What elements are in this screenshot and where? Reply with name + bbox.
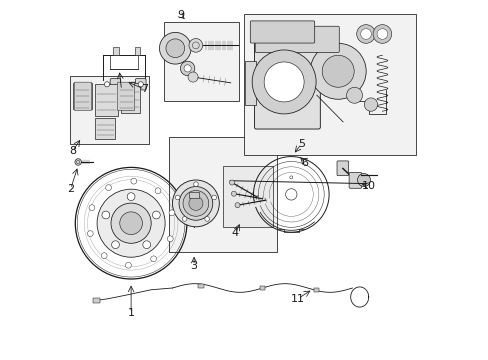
Circle shape <box>376 29 387 39</box>
Circle shape <box>89 205 95 211</box>
Circle shape <box>120 212 142 235</box>
Circle shape <box>252 50 315 114</box>
FancyBboxPatch shape <box>348 172 361 188</box>
Circle shape <box>152 211 160 219</box>
Bar <box>163 22 239 101</box>
Circle shape <box>179 186 212 220</box>
Bar <box>134 46 140 55</box>
Circle shape <box>167 236 173 242</box>
Circle shape <box>172 180 219 227</box>
FancyBboxPatch shape <box>110 78 121 90</box>
Circle shape <box>356 24 375 43</box>
Circle shape <box>142 241 150 249</box>
Text: 4: 4 <box>231 228 239 238</box>
FancyBboxPatch shape <box>255 26 339 53</box>
FancyBboxPatch shape <box>135 78 146 90</box>
Circle shape <box>188 197 203 210</box>
Bar <box>113 46 119 55</box>
Bar <box>73 83 92 109</box>
Circle shape <box>289 176 292 179</box>
Text: 3: 3 <box>190 261 197 271</box>
Circle shape <box>104 82 109 87</box>
Bar <box>244 14 415 155</box>
Circle shape <box>138 82 143 87</box>
Circle shape <box>175 195 180 200</box>
Circle shape <box>231 191 236 196</box>
Circle shape <box>188 39 202 52</box>
Circle shape <box>229 180 234 185</box>
Circle shape <box>127 193 135 201</box>
Bar <box>121 84 140 113</box>
Circle shape <box>188 72 198 82</box>
Text: 6: 6 <box>301 158 308 168</box>
FancyBboxPatch shape <box>74 82 91 111</box>
Circle shape <box>211 195 216 200</box>
Text: 11: 11 <box>290 294 304 304</box>
FancyBboxPatch shape <box>117 82 134 111</box>
Bar <box>198 284 204 288</box>
Circle shape <box>264 62 304 102</box>
Bar <box>244 60 256 104</box>
Bar <box>188 192 199 198</box>
Circle shape <box>360 29 370 39</box>
Text: 9: 9 <box>177 10 183 20</box>
Bar <box>95 118 115 139</box>
Circle shape <box>111 241 119 249</box>
Bar <box>313 288 319 292</box>
Circle shape <box>204 217 209 221</box>
FancyBboxPatch shape <box>250 21 314 43</box>
Text: 5: 5 <box>297 139 304 149</box>
Bar <box>223 166 273 227</box>
Text: 1: 1 <box>127 308 134 318</box>
Circle shape <box>111 203 151 243</box>
Text: 7: 7 <box>141 84 148 94</box>
Circle shape <box>159 32 191 64</box>
Bar <box>70 76 149 144</box>
Circle shape <box>182 217 186 221</box>
Text: 10: 10 <box>361 181 375 191</box>
Circle shape <box>364 98 377 111</box>
Circle shape <box>105 185 111 190</box>
Circle shape <box>309 43 366 99</box>
Circle shape <box>346 87 362 103</box>
Circle shape <box>102 211 109 219</box>
Circle shape <box>97 189 165 257</box>
Circle shape <box>131 178 137 184</box>
Circle shape <box>322 55 353 87</box>
Circle shape <box>87 231 93 237</box>
Circle shape <box>235 203 240 208</box>
Circle shape <box>75 159 81 165</box>
Circle shape <box>180 61 194 76</box>
Bar <box>168 137 276 252</box>
Bar <box>95 84 118 116</box>
Circle shape <box>169 210 175 216</box>
Circle shape <box>155 188 161 194</box>
Circle shape <box>165 39 184 58</box>
Bar <box>93 298 100 303</box>
Circle shape <box>372 24 391 43</box>
Circle shape <box>183 65 191 72</box>
Text: 8: 8 <box>69 146 76 156</box>
Circle shape <box>193 182 198 186</box>
Circle shape <box>357 174 370 186</box>
FancyBboxPatch shape <box>254 43 320 129</box>
Text: 2: 2 <box>67 184 74 194</box>
Circle shape <box>101 253 107 258</box>
FancyBboxPatch shape <box>336 161 348 176</box>
Circle shape <box>125 262 131 268</box>
Circle shape <box>183 190 208 216</box>
Circle shape <box>150 256 156 262</box>
Bar <box>259 286 265 290</box>
